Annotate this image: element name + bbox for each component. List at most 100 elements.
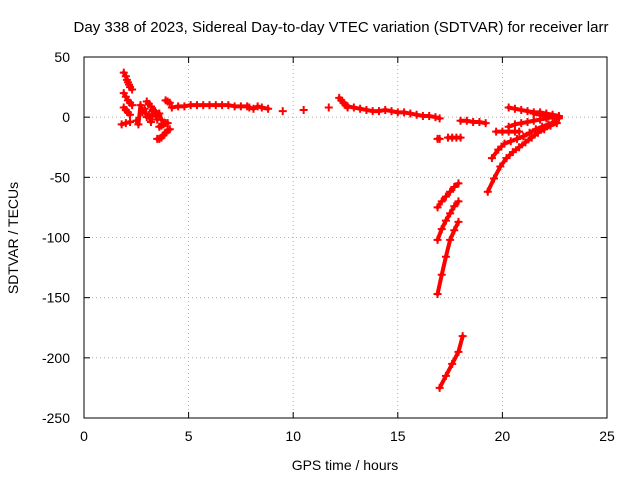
data-point: [356, 104, 365, 113]
data-point: [531, 125, 540, 134]
data-point: [494, 145, 503, 154]
y-tick-label: 0: [62, 109, 70, 125]
data-point: [446, 235, 455, 244]
data-series: [487, 117, 559, 163]
x-tick-label: 25: [599, 428, 615, 444]
data-point: [487, 154, 496, 163]
data-point: [126, 117, 135, 126]
data-point: [121, 119, 130, 128]
data-point: [510, 104, 519, 113]
data-point: [441, 371, 450, 380]
data-series: [299, 105, 308, 114]
y-tick-label: -50: [50, 169, 70, 185]
series-trace: [121, 105, 133, 117]
data-point: [167, 103, 176, 112]
data-point: [146, 102, 155, 111]
data-series: [343, 102, 444, 123]
x-tick-label: 20: [495, 428, 511, 444]
data-point: [515, 127, 524, 136]
data-point: [433, 203, 442, 212]
data-point: [450, 182, 459, 191]
data-point: [529, 116, 538, 125]
data-series: [117, 117, 135, 129]
data-point: [435, 114, 444, 123]
data-point: [542, 111, 551, 120]
data-point: [502, 154, 511, 163]
y-tick-label: -100: [42, 230, 70, 246]
data-series: [324, 103, 333, 112]
data-point: [462, 116, 471, 125]
data-point: [381, 105, 390, 114]
data-point: [406, 109, 415, 118]
data-point: [441, 192, 450, 201]
data-series: [153, 125, 174, 143]
data-point: [136, 101, 145, 110]
data-point: [527, 133, 536, 142]
data-point: [523, 107, 532, 116]
axis-ticks: 0 5 10 15 20 25 -250 -200 -150 -100 -50 0 50: [42, 49, 615, 444]
data-point: [458, 332, 467, 341]
data-point: [529, 109, 538, 118]
data-point: [536, 110, 545, 119]
data-point: [454, 179, 463, 188]
data-series: [119, 89, 137, 110]
data-point: [521, 138, 530, 147]
data-point: [435, 134, 444, 143]
data-point: [525, 128, 534, 137]
data-point: [513, 134, 522, 143]
data-series: [278, 107, 287, 116]
data-series: [529, 109, 563, 123]
x-tick-label: 0: [80, 428, 88, 444]
data-point: [510, 120, 519, 129]
data-point: [456, 133, 465, 142]
data-series: [433, 134, 444, 143]
data-series: [433, 217, 463, 299]
data-series: [444, 133, 465, 142]
data-point: [349, 103, 358, 112]
data-point: [437, 270, 446, 279]
data-series: [119, 103, 135, 119]
data-point: [431, 113, 440, 122]
data-point: [362, 105, 371, 114]
data-point: [374, 107, 383, 116]
data-point: [504, 122, 513, 131]
data-point: [504, 103, 513, 112]
data-point: [481, 119, 490, 128]
data-point: [299, 105, 308, 114]
data-point: [437, 197, 446, 206]
y-tick-label: -150: [42, 290, 70, 306]
data-point: [151, 109, 160, 118]
x-tick-label: 15: [390, 428, 406, 444]
data-series: [142, 97, 162, 124]
data-series: [435, 332, 467, 392]
data-point: [448, 359, 457, 368]
data-point: [126, 110, 135, 119]
data-point: [554, 114, 563, 123]
data-point: [224, 101, 233, 110]
data-point: [506, 137, 515, 146]
data-point: [324, 103, 333, 112]
data-point: [249, 104, 258, 113]
data-point: [441, 216, 450, 225]
data-point: [454, 197, 463, 206]
data-point: [519, 132, 528, 141]
data-point: [441, 252, 450, 261]
x-axis-label: GPS time / hours: [292, 457, 399, 473]
y-tick-label: 50: [54, 49, 70, 65]
data-point: [544, 120, 553, 129]
data-point: [153, 115, 162, 124]
data-point: [437, 225, 446, 234]
data-point: [450, 226, 459, 235]
data-point: [165, 98, 174, 107]
data-point: [257, 103, 266, 112]
data-series: [456, 116, 490, 128]
data-point: [163, 119, 172, 128]
data-series: [155, 119, 172, 131]
data-series: [119, 68, 137, 94]
data-point: [134, 120, 143, 129]
data-point: [278, 107, 287, 116]
data-point: [433, 290, 442, 299]
data-series: [492, 127, 524, 136]
